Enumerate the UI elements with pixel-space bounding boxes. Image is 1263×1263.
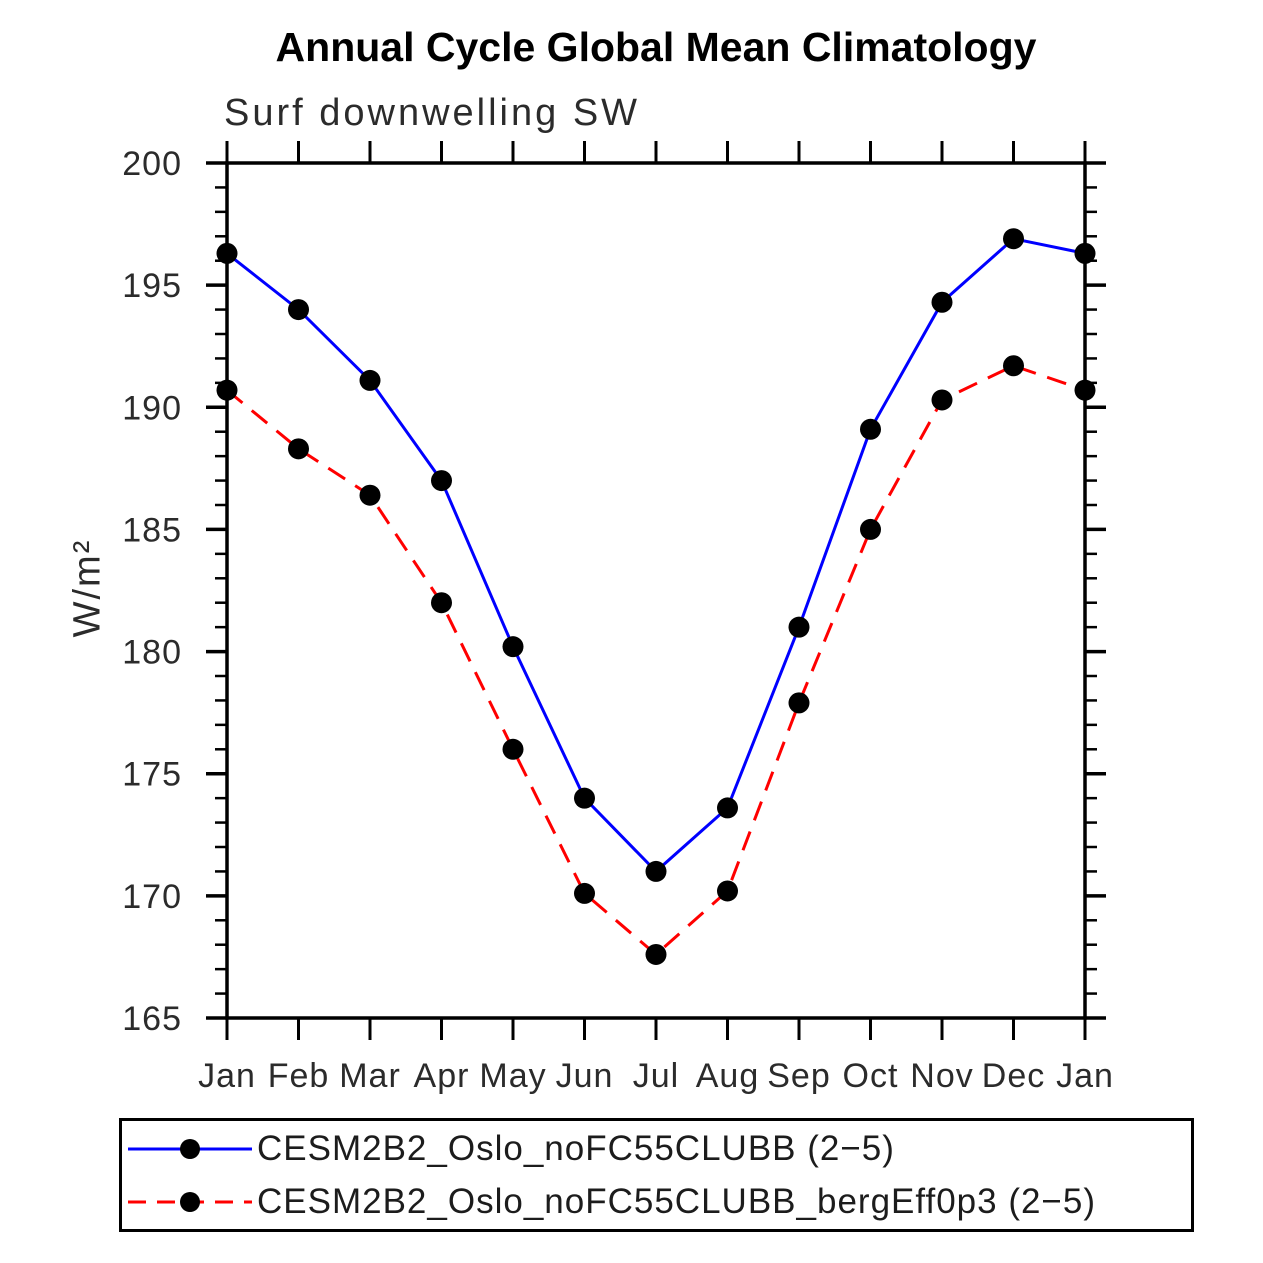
data-point-marker — [574, 787, 595, 809]
y-tick-label: 165 — [122, 1000, 182, 1038]
data-point-marker — [574, 882, 595, 904]
series-line-0 — [226, 237, 1086, 874]
data-point-marker — [931, 291, 953, 313]
data-point-marker — [931, 389, 953, 411]
x-tick-label: Apr — [414, 1057, 470, 1095]
legend-marker-icon — [180, 1191, 200, 1212]
data-point-marker — [717, 797, 738, 819]
data-point-marker — [288, 438, 309, 460]
legend-label-1: CESM2B2_Oslo_noFC55CLUBB_bergEff0p3 (2−5… — [257, 1181, 1096, 1221]
data-point-marker — [502, 738, 524, 760]
x-tick-label: Jul — [633, 1057, 679, 1095]
data-point-marker — [431, 592, 452, 614]
y-tick-label: 170 — [122, 878, 182, 916]
data-point-marker — [1003, 228, 1024, 250]
x-tick-label: Mar — [339, 1057, 401, 1095]
x-tick-label: Feb — [268, 1057, 330, 1095]
data-point-marker — [1074, 242, 1096, 264]
x-tick-label: May — [479, 1057, 546, 1095]
y-tick-label: 200 — [122, 145, 182, 183]
data-point-marker — [1003, 355, 1024, 377]
plot-frame — [225, 161, 1087, 1020]
y-tick-label: 190 — [122, 389, 182, 427]
x-tick-label: Jan — [1056, 1057, 1114, 1095]
x-tick-label: Jun — [556, 1057, 614, 1095]
y-tick-label: 175 — [122, 756, 182, 794]
data-point-marker — [431, 470, 452, 492]
x-tick-label: Oct — [843, 1057, 899, 1095]
x-tick-label: Jan — [198, 1057, 256, 1095]
legend-line-sample-dashed — [128, 1191, 252, 1212]
chart-subtitle: Surf downwelling SW — [224, 92, 641, 134]
data-point-marker — [502, 636, 524, 658]
data-point-marker — [788, 692, 810, 714]
x-tick-label: Sep — [767, 1057, 831, 1095]
legend-item-1: CESM2B2_Oslo_noFC55CLUBB_bergEff0p3 (2−5… — [126, 1180, 1191, 1224]
y-tick-label: 185 — [122, 511, 182, 549]
data-point-marker — [860, 418, 881, 440]
data-point-marker — [359, 369, 381, 391]
data-point-marker — [645, 860, 667, 882]
x-tick-label: Dec — [982, 1057, 1045, 1095]
legend-marker-icon — [180, 1138, 200, 1159]
legend-line-sample-solid — [128, 1138, 252, 1159]
chart-title: Annual Cycle Global Mean Climatology — [275, 24, 1037, 70]
data-point-marker — [288, 299, 309, 321]
data-point-marker — [216, 379, 238, 401]
y-tick-label: 195 — [122, 267, 182, 305]
legend: CESM2B2_Oslo_noFC55CLUBB (2−5) CESM2B2_O… — [119, 1118, 1194, 1232]
data-point-marker — [717, 880, 738, 902]
data-point-marker — [359, 484, 381, 506]
data-point-marker — [1074, 379, 1096, 401]
data-point-marker — [216, 242, 238, 264]
legend-item-0: CESM2B2_Oslo_noFC55CLUBB (2−5) — [126, 1127, 1191, 1171]
data-point-marker — [645, 943, 667, 965]
data-point-marker — [860, 518, 881, 540]
x-tick-label: Nov — [910, 1057, 973, 1095]
y-tick-label: 180 — [122, 634, 182, 672]
legend-label-0: CESM2B2_Oslo_noFC55CLUBB (2−5) — [257, 1128, 895, 1168]
data-point-marker — [788, 616, 810, 638]
x-tick-label: Aug — [696, 1057, 760, 1095]
